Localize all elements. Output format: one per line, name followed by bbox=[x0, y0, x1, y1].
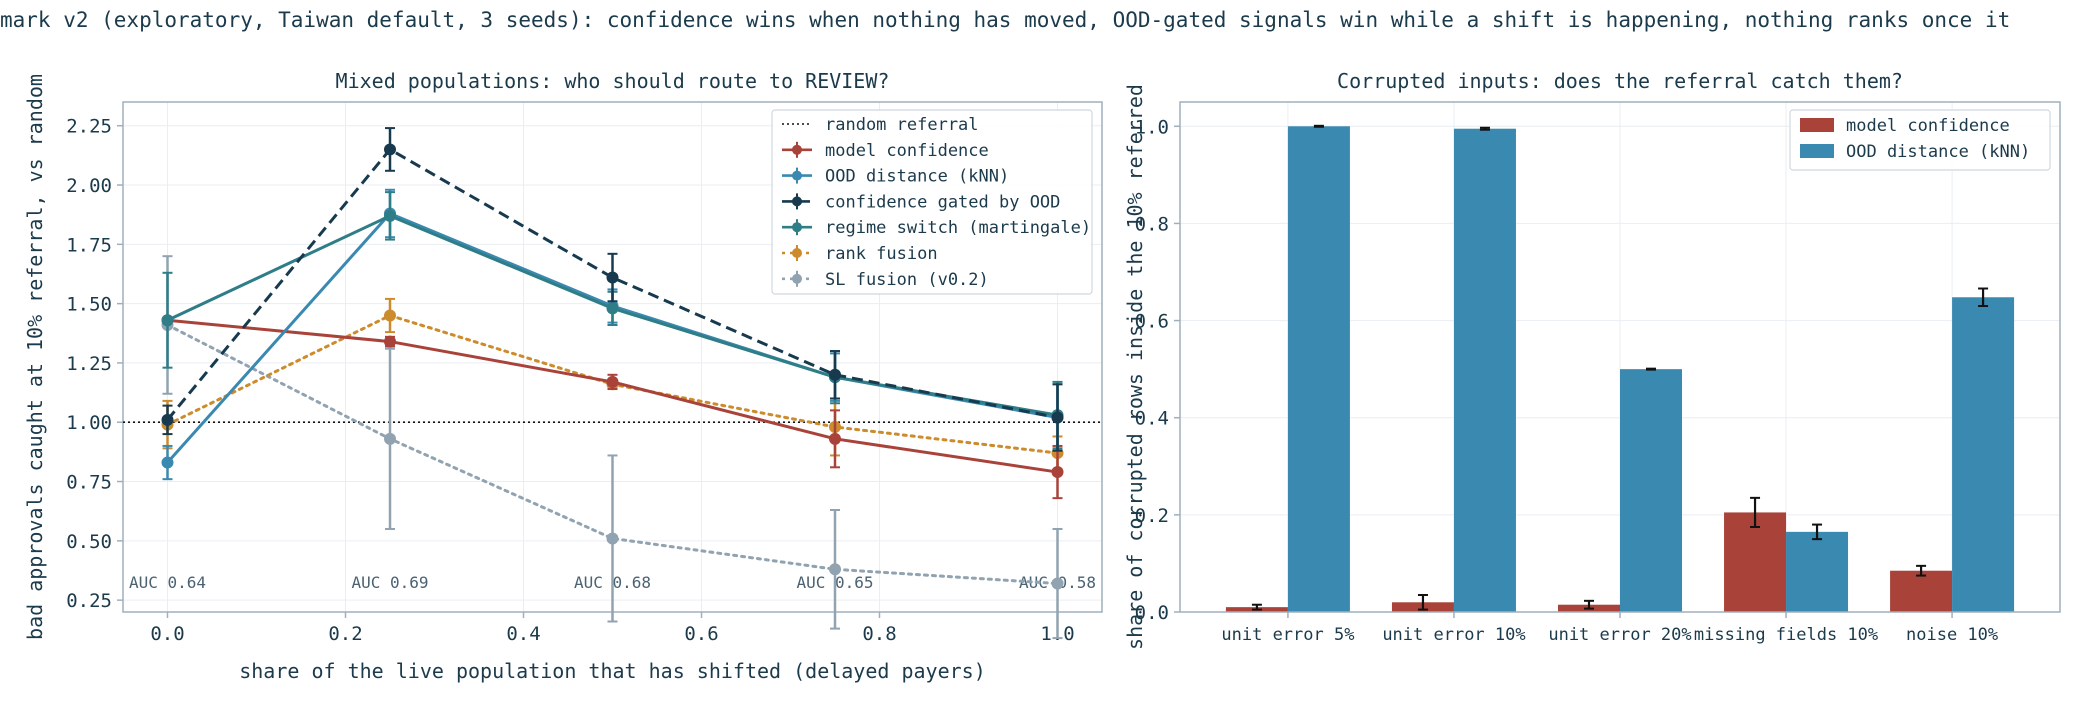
data-point bbox=[606, 532, 619, 545]
auc-annotation: AUC 0.64 bbox=[129, 573, 206, 592]
data-point bbox=[606, 302, 619, 315]
line-chart-mixed-populations: 0.0 0.2 0.4 0.6 0.8 1.00.250.500.751.001.251.… bbox=[23, 69, 1103, 683]
legend-entry-ood-distance-knn: OOD distance (kNN) bbox=[782, 167, 1009, 187]
bar bbox=[1890, 570, 1953, 612]
x-tick-label: noise 10% bbox=[1906, 625, 1998, 645]
data-point bbox=[1051, 577, 1064, 590]
bar-chart-corrupted-inputs: 0.0 0.2 0.4 0.6 0.8 1.0 unit error 5% unit erro… bbox=[1123, 69, 2061, 650]
data-point bbox=[606, 271, 619, 284]
x-tick-label: unit error 10% bbox=[1382, 625, 1525, 645]
data-point bbox=[1051, 466, 1064, 479]
x-tick-label: unit error 20% bbox=[1548, 625, 1691, 645]
data-point bbox=[161, 413, 174, 426]
legend-label: regime switch (martingale) bbox=[825, 218, 1091, 238]
legend-entry-ood-distance-knn: OOD distance (kNN) bbox=[1800, 142, 2030, 162]
bar-y-axis-label: share of corrupted rows inside the 10% r… bbox=[1123, 84, 1147, 650]
data-point bbox=[384, 209, 396, 222]
bar-series-model-confidence bbox=[1225, 496, 1953, 612]
data-point bbox=[829, 432, 841, 445]
y-tick-label: 0.8 bbox=[1135, 213, 1169, 235]
series-line bbox=[167, 318, 1058, 474]
bar bbox=[1453, 128, 1516, 612]
legend-label: model confidence bbox=[825, 141, 989, 161]
data-point bbox=[829, 368, 841, 381]
data-point bbox=[384, 143, 396, 156]
legend-swatch-marker bbox=[792, 273, 802, 284]
series-line bbox=[166, 147, 1058, 421]
bar bbox=[1952, 297, 2015, 612]
legend-swatch-marker bbox=[792, 144, 802, 155]
legend-entry-sl-fusion-v0-2: SL fusion (v0.2) bbox=[782, 270, 989, 290]
legend-swatch-marker bbox=[792, 170, 802, 181]
data-point bbox=[384, 432, 396, 445]
data-point bbox=[829, 563, 841, 576]
y-tick-label: 0.75 bbox=[66, 472, 112, 494]
x-tick-label: 0.8 bbox=[862, 623, 896, 645]
y-tick-label: 1.0 bbox=[1135, 116, 1169, 138]
legend-label: confidence gated by OOD bbox=[825, 192, 1060, 212]
data-point bbox=[1051, 411, 1064, 424]
auc-annotation: AUC 0.69 bbox=[351, 573, 428, 592]
y-tick-label: 0.4 bbox=[1135, 408, 1169, 430]
y-tick-label: 1.25 bbox=[66, 353, 112, 375]
figure-suptitle: mark v2 (exploratory, Taiwan default, 3 … bbox=[0, 8, 2011, 32]
bar-chart-title: Corrupted inputs: does the referral catc… bbox=[1337, 69, 1903, 93]
data-point bbox=[384, 309, 396, 322]
y-tick-label: 0.2 bbox=[1135, 505, 1169, 527]
y-tick-label: 2.25 bbox=[66, 116, 112, 138]
data-point bbox=[384, 335, 396, 348]
y-tick-label: 0.0 bbox=[1135, 602, 1169, 624]
line-chart-title: Mixed populations: who should route to R… bbox=[336, 69, 890, 93]
bar bbox=[1786, 531, 1849, 612]
x-tick-label: 0.2 bbox=[328, 623, 362, 645]
x-tick-label: 0.6 bbox=[684, 623, 718, 645]
series-line bbox=[166, 323, 1059, 586]
bar-legend: model confidence OOD distance (kNN) bbox=[1789, 109, 2051, 171]
data-point bbox=[606, 375, 619, 388]
data-point bbox=[161, 314, 174, 327]
legend-swatch-marker bbox=[792, 196, 802, 207]
y-tick-label: 1.75 bbox=[66, 234, 112, 256]
legend-label: random referral bbox=[825, 115, 979, 135]
y-tick-label: 0.50 bbox=[66, 531, 112, 553]
legend-box bbox=[1789, 109, 2051, 171]
x-tick-label: missing fields 10% bbox=[1694, 625, 1878, 645]
y-tick-label: 1.50 bbox=[66, 294, 112, 316]
legend-entry-model-confidence: model confidence bbox=[782, 141, 989, 161]
legend-entry-confidence-gated-by-ood: confidence gated by OOD bbox=[782, 192, 1060, 212]
x-tick-label: unit error 5% bbox=[1221, 625, 1354, 645]
legend-label: rank fusion bbox=[825, 244, 938, 264]
y-tick-label: 1.00 bbox=[66, 412, 112, 434]
legend-entry-rank-fusion: rank fusion bbox=[782, 244, 938, 264]
legend-swatch-marker bbox=[792, 222, 802, 233]
legend-swatch bbox=[1800, 118, 1834, 132]
x-tick-label: 0.0 bbox=[150, 623, 184, 645]
legend-label: SL fusion (v0.2) bbox=[825, 270, 989, 290]
legend-label: OOD distance (kNN) bbox=[825, 167, 1009, 187]
data-point bbox=[161, 456, 174, 469]
bar-series-ood-distance-knn bbox=[1287, 124, 2015, 613]
line-y-axis-label: bad approvals caught at 10% referral, vs… bbox=[23, 74, 47, 640]
legend-entry-random-referral: random referral bbox=[782, 115, 979, 135]
line-x-axis-label: share of the live population that has sh… bbox=[239, 659, 986, 683]
legend-box bbox=[771, 109, 1093, 295]
y-tick-label: 0.25 bbox=[66, 590, 112, 612]
legend-swatch bbox=[1800, 144, 1834, 158]
line-legend: random referral model confidence OOD dista… bbox=[771, 109, 1093, 295]
bar bbox=[1620, 369, 1682, 612]
y-tick-label: 2.00 bbox=[66, 175, 112, 197]
x-tick-label: 0.4 bbox=[506, 623, 540, 645]
legend-label: model confidence bbox=[1846, 116, 2010, 136]
bar bbox=[1287, 126, 1350, 613]
legend-entry-regime-switch-martingale: regime switch (martingale) bbox=[782, 218, 1091, 238]
legend-entry-model-confidence: model confidence bbox=[1800, 116, 2010, 136]
bar bbox=[1724, 512, 1787, 612]
legend-label: OOD distance (kNN) bbox=[1846, 142, 2030, 162]
series-confidence-gated-by-ood bbox=[161, 127, 1064, 452]
legend-swatch-marker bbox=[792, 248, 802, 258]
y-tick-label: 0.6 bbox=[1135, 311, 1169, 333]
